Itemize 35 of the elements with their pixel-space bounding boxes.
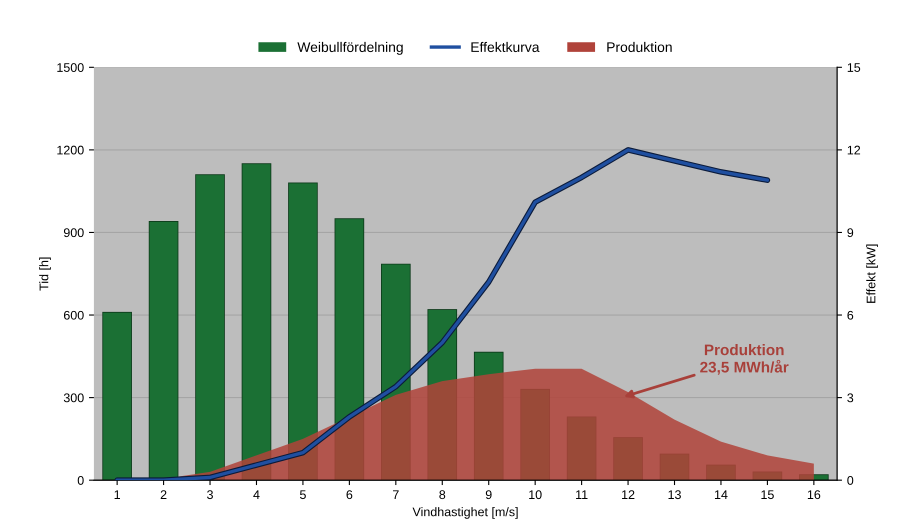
x-tick-label: 12 — [622, 490, 634, 499]
y2-tick-label: 3 — [847, 393, 854, 402]
legend-label: Effektkurva — [471, 42, 540, 52]
legend-label: Produktion — [607, 42, 672, 52]
x-tick-label: 10 — [529, 490, 542, 500]
y-tick-label: 1200 — [57, 146, 84, 155]
x-tick-label: 1 — [114, 490, 120, 499]
x-tick-label: 15 — [761, 490, 774, 500]
y2-tick-label: 15 — [848, 63, 860, 72]
y-tick-label: 600 — [64, 310, 84, 320]
x-tick-label: 16 — [808, 490, 820, 500]
x-axis-title: Vindhastighet [m/s] — [412, 507, 518, 519]
y2-axis-title: Effekt [kW] — [866, 244, 878, 303]
x-tick-label: 8 — [439, 490, 446, 500]
x-tick-label: 14 — [714, 490, 728, 499]
x-tick-label: 9 — [486, 490, 492, 500]
y-tick-label: 300 — [64, 393, 84, 402]
y2-tick-label: 12 — [848, 146, 860, 154]
y2-tick-label: 6 — [847, 310, 854, 320]
x-tick-label: 3 — [207, 490, 213, 500]
x-tick-label: 11 — [576, 490, 588, 499]
y2-tick-label: 9 — [847, 228, 854, 238]
x-tick-label: 2 — [160, 490, 166, 499]
x-tick-label: 7 — [392, 490, 399, 499]
y-tick-label: 900 — [64, 228, 84, 238]
y2-tick-label: 0 — [847, 476, 854, 485]
y-tick-label: 1500 — [57, 63, 84, 72]
x-tick-label: 13 — [668, 490, 681, 500]
x-tick-label: 5 — [300, 490, 306, 500]
y-tick-label: 0 — [78, 476, 84, 485]
y-axis-title: Tid [h] — [39, 258, 51, 291]
annotation: Produktion 23,5 MWh/år — [700, 344, 789, 375]
x-tick-label: 4 — [253, 490, 260, 499]
x-tick-label: 6 — [346, 490, 352, 500]
legend-label: Weibullfördelning — [297, 42, 403, 55]
